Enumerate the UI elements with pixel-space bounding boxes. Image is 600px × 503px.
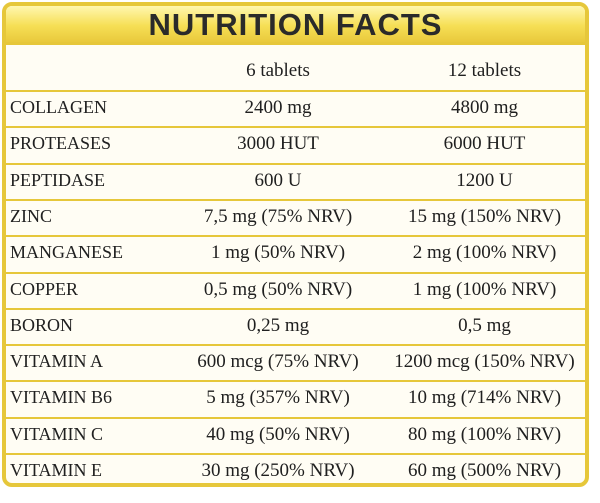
amount-6-tablets: 600 mcg (75% NRV) xyxy=(197,351,359,373)
column-header-12-tablets: 12 tablets xyxy=(447,60,522,81)
amount-6-tablets: 1 mg (50% NRV) xyxy=(210,242,346,264)
amount-12-tablets: 0,5 mg xyxy=(458,314,511,336)
amount-6-tablets: 0,5 mg (50% NRV) xyxy=(203,278,353,300)
nutrient-name: VITAMIN A xyxy=(10,351,104,372)
amount-12-tablets: 4800 mg xyxy=(450,97,519,118)
column-header-6-tablets: 6 tablets xyxy=(246,60,310,81)
table-row: PROTEASES 3000 HUT 6000 HUT xyxy=(6,126,585,159)
amount-6-tablets: 600 U xyxy=(254,169,302,191)
table-row: COPPER 0,5 mg (50% NRV) 1 mg (100% NRV) xyxy=(6,271,585,305)
amount-12-tablets: 6000 HUT xyxy=(443,133,526,155)
table-row: VITAMIN A 600 mcg (75% NRV) 1200 mcg (150%… xyxy=(6,344,585,377)
nutrient-name: VITAMIN E xyxy=(10,460,103,480)
nutrient-name: ZINC xyxy=(10,205,52,226)
nutrient-name: PEPTIDASE xyxy=(10,169,106,190)
table-row: VITAMIN E 30 mg (250% NRV) 60 mg (500% NRV… xyxy=(6,453,585,483)
nutrient-name: COLLAGEN xyxy=(10,97,107,117)
title-bar: NUTRITION FACTS xyxy=(6,6,585,45)
table-row: VITAMIN B6 5 mg (357% NRV) 10 mg (714% NRV… xyxy=(6,380,585,413)
table-row: VITAMIN C 40 mg (50% NRV) 80 mg (100% NRV) xyxy=(6,416,585,450)
amount-12-tablets: 15 mg (150% NRV) xyxy=(407,205,562,227)
amount-12-tablets: 60 mg (500% NRV) xyxy=(407,460,562,481)
amount-12-tablets: 2 mg (100% NRV) xyxy=(412,242,557,264)
amount-6-tablets: 7,5 mg (75% NRV) xyxy=(203,205,353,227)
page-title: NUTRITION FACTS xyxy=(148,7,443,42)
amount-6-tablets: 2400 mg xyxy=(244,97,312,118)
amount-6-tablets: 5 mg (357% NRV) xyxy=(206,387,350,409)
table-row: ZINC 7,5 mg (75% NRV) 15 mg (150% NRV) xyxy=(6,198,585,232)
table-row: COLLAGEN 2400 mg 4800 mg xyxy=(6,90,585,123)
table-row: PEPTIDASE 600 U 1200 U xyxy=(6,162,585,196)
amount-6-tablets: 40 mg (50% NRV) xyxy=(206,423,350,445)
nutrient-name: VITAMIN C xyxy=(10,423,104,444)
column-header-row: 6 tablets 12 tablets xyxy=(6,55,585,88)
amount-6-tablets: 0,25 mg xyxy=(246,314,310,336)
table-row: BORON 0,25 mg 0,5 mg xyxy=(6,307,585,341)
nutrient-name: PROTEASES xyxy=(10,133,112,154)
nutrition-facts-panel: NUTRITION FACTS 6 tablets 12 tablets COL… xyxy=(2,2,589,487)
amount-12-tablets: 1200 mcg (150% NRV) xyxy=(394,351,575,373)
amount-12-tablets: 1 mg (100% NRV) xyxy=(412,278,557,300)
nutrient-name: VITAMIN B6 xyxy=(10,387,113,408)
amount-12-tablets: 10 mg (714% NRV) xyxy=(407,387,562,409)
amount-6-tablets: 3000 HUT xyxy=(237,133,319,155)
table-row: MANGANESE 1 mg (50% NRV) 2 mg (100% NRV) xyxy=(6,235,585,268)
nutrient-name: COPPER xyxy=(10,278,79,299)
nutrient-name: MANGANESE xyxy=(10,242,124,263)
amount-6-tablets: 30 mg (250% NRV) xyxy=(201,460,355,481)
nutrient-name: BORON xyxy=(10,314,74,335)
amount-12-tablets: 1200 U xyxy=(456,169,513,191)
amount-12-tablets: 80 mg (100% NRV) xyxy=(407,423,562,445)
